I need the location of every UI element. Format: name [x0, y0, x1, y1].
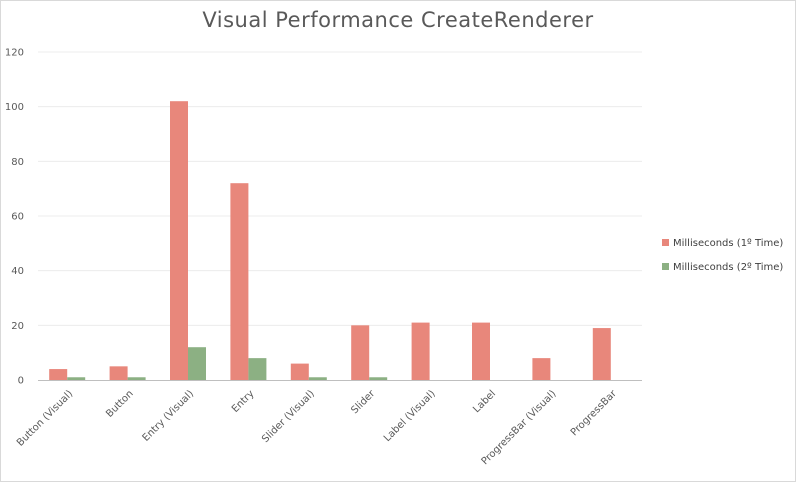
gridlines	[38, 51, 642, 326]
y-tick-label: 20	[11, 321, 24, 332]
y-tick-label: 0	[18, 376, 24, 387]
x-category-label: Label	[471, 388, 498, 415]
bar-first-time	[109, 366, 128, 380]
legend-swatch	[662, 239, 669, 246]
x-category-label: ProgressBar	[569, 388, 620, 439]
bar-second-time	[248, 358, 267, 380]
x-category-label: Entry	[230, 388, 257, 415]
bar-first-time	[49, 369, 68, 380]
y-tick-label: 40	[11, 266, 24, 277]
x-category-label: Slider	[349, 388, 378, 417]
bar-first-time	[230, 183, 249, 380]
bar-first-time	[411, 322, 430, 380]
bar-first-time	[532, 358, 551, 380]
x-category-label: Label (Visual)	[382, 388, 438, 444]
bar-second-time	[369, 377, 388, 380]
chart-title: Visual Performance CreateRenderer	[202, 8, 594, 32]
legend-label: Milliseconds (2º Time)	[673, 262, 783, 273]
bar-second-time	[127, 377, 146, 380]
legend-label: Milliseconds (1º Time)	[673, 238, 783, 249]
y-tick-label: 100	[5, 102, 24, 113]
bars	[49, 101, 611, 380]
y-tick-label: 80	[11, 157, 24, 168]
bar-second-time	[67, 377, 86, 380]
y-tick-label: 60	[11, 212, 24, 223]
bar-first-time	[351, 325, 370, 380]
x-category-label: Entry (Visual)	[141, 388, 197, 444]
x-category-label: Button (Visual)	[15, 388, 75, 448]
bar-first-time	[592, 328, 611, 380]
legend-swatch	[662, 263, 669, 270]
bar-second-time	[308, 377, 327, 380]
bar-first-time	[290, 363, 309, 380]
bar-first-time	[170, 101, 188, 380]
x-category-label: Slider (Visual)	[260, 388, 317, 445]
y-tick-label: 120	[5, 48, 24, 59]
legend: Milliseconds (1º Time) Milliseconds (2º T…	[662, 238, 783, 273]
x-category-label: Button	[104, 388, 135, 419]
bar-first-time	[472, 322, 490, 380]
bar-second-time	[188, 347, 206, 380]
